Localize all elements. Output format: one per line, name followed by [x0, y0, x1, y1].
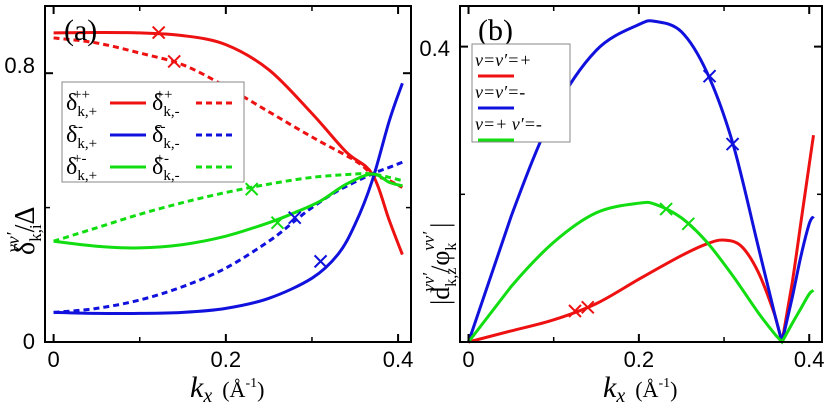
legend-a-label-4: δk,++-	[66, 151, 97, 184]
cross-marker-1-2-0	[659, 202, 673, 216]
cross-marker-0-2-0	[313, 254, 328, 269]
panel-b-xlabel: kx (Å-1)	[603, 371, 677, 407]
cross-marker-0-3-0	[288, 210, 302, 225]
series-line-0-0	[53, 30, 404, 256]
series-line-0-5	[53, 172, 403, 243]
panel-a-xtick-label-0: 0	[47, 347, 59, 372]
panel-a-ylabel: δk,ivv′/Δ	[3, 207, 45, 255]
panel-b-legend-box	[471, 43, 571, 143]
panel-b-frame	[459, 5, 823, 343]
legend-a-label-5: δk,-+-	[152, 151, 180, 184]
cross-marker-0-0-0	[151, 25, 166, 40]
legend-a-label-3: δk,---	[152, 119, 180, 152]
legend-a-label-1: δk,-++	[152, 87, 180, 120]
panel-b-xtick-label-0: 0	[462, 347, 474, 372]
panel-a-ytick-label-0: 0	[23, 329, 35, 354]
panel-b-legend: v=v′=+ v=v′=- v=+ v′=-	[471, 43, 571, 143]
series-line-0-2	[53, 82, 404, 316]
panel-a-legend-box	[61, 81, 245, 183]
panel-a-frame	[44, 5, 412, 343]
legend-a-label-0: δk,+++	[66, 87, 97, 120]
cross-marker-1-1-1	[725, 137, 740, 151]
panel-b-xtick-label-2: 0.4	[794, 347, 825, 372]
panel-b: (b) 0.4 0 0.2 0.4 kx (Å-1) |dk,zvv′/φkvv′…	[419, 5, 825, 407]
legend-b-label-1: v=v′=-	[475, 82, 525, 102]
cross-marker-1-0-1	[581, 300, 595, 314]
panel-b-ticks	[460, 6, 822, 342]
cross-marker-0-1-0	[167, 54, 181, 69]
panel-a: (a) 0 0.8 0 0.2 0.4 kx (Å-1) δk,ivv′/Δ δk…	[3, 5, 414, 407]
panel-a-xtick-label-2: 0.4	[383, 347, 414, 372]
legend-b-label-2: v=+ v′=-	[475, 114, 542, 134]
panel-a-markers-group	[151, 25, 328, 269]
series-line-0-1	[53, 36, 404, 189]
panel-b-ylabel: |dk,zvv′/φkvv′|	[419, 223, 460, 305]
panel-a-ticks	[45, 6, 411, 343]
panel-a-xlabel: kx (Å-1)	[190, 371, 264, 407]
panel-b-ytick-label-0: 0.4	[419, 36, 450, 61]
panel-b-legend-entries: v=v′=+ v=v′=- v=+ v′=-	[475, 50, 542, 142]
cross-marker-0-4-0	[270, 216, 285, 230]
cross-marker-0-5-0	[244, 182, 259, 196]
series-line-1-0	[468, 134, 815, 344]
cross-marker-1-0-0	[568, 304, 582, 318]
series-line-1-2	[467, 200, 815, 345]
legend-a-label-2: δk,+--	[66, 119, 97, 152]
cross-marker-1-1-0	[702, 69, 717, 83]
panel-a-xtick-label-1: 0.2	[211, 347, 242, 372]
legend-b-label-0: v=v′=+	[475, 50, 531, 70]
panel-a-legend-entries: δk,+++ δk,-++ δk,+-- δk,--- δk,++- δk,-+-	[66, 87, 232, 184]
panel-b-label: (b)	[478, 14, 513, 47]
panel-a-series-group	[53, 30, 404, 316]
panel-a-label: (a)	[64, 14, 97, 47]
panel-a-ytick-label-1: 0.8	[4, 53, 35, 78]
cross-marker-1-2-1	[681, 217, 695, 231]
panel-b-xtick-label-1: 0.2	[624, 347, 655, 372]
panel-a-legend: δk,+++ δk,-++ δk,+-- δk,--- δk,++- δk,-+-	[61, 81, 245, 184]
panel-b-markers-group	[568, 69, 740, 318]
